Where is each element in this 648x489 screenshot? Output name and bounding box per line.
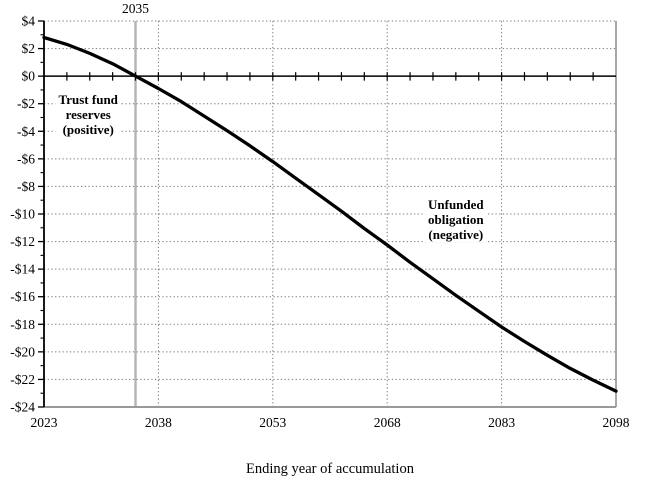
y-tick-label: $2	[22, 41, 36, 56]
x-axis-title: Ending year of accumulation	[246, 461, 414, 477]
y-tick-label: -$2	[17, 96, 35, 111]
y-tick-label: -$12	[10, 234, 35, 249]
reference-year-label: 2035	[122, 1, 150, 16]
y-tick-label: -$18	[10, 317, 35, 332]
x-tick-label: 2038	[145, 415, 172, 430]
x-tick-label: 2023	[31, 415, 58, 430]
x-tick-label: 2053	[259, 415, 286, 430]
y-tick-label: -$20	[10, 344, 35, 359]
y-tick-label: $0	[22, 69, 36, 84]
x-tick-label: 2083	[488, 415, 515, 430]
y-tick-label: -$16	[10, 289, 35, 304]
x-tick-label: 2098	[603, 415, 630, 430]
y-tick-label: -$24	[10, 400, 35, 415]
y-tick-label: -$22	[10, 372, 35, 387]
data-series-curve	[42, 35, 618, 393]
x-tick-label: 2068	[374, 415, 401, 430]
y-tick-label: -$4	[17, 124, 35, 139]
annotation-unfunded-obligation: Unfunded obligation (negative)	[425, 196, 487, 243]
y-tick-label: $4	[22, 14, 36, 29]
y-tick-label: -$14	[10, 262, 35, 277]
y-tick-label: -$8	[17, 179, 35, 194]
annotation-trust-fund-reserves: Trust fund reserves (positive)	[55, 91, 121, 138]
y-tick-label: -$10	[10, 207, 35, 222]
y-tick-label: -$6	[17, 151, 35, 166]
